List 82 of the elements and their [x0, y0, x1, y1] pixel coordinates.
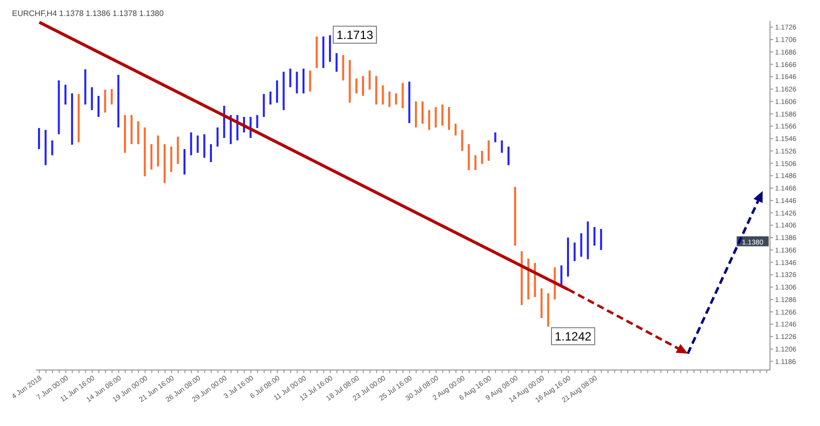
bar [600, 228, 602, 250]
bar [574, 242, 576, 262]
bar [117, 74, 120, 128]
bar [183, 149, 186, 174]
bar [309, 70, 312, 92]
bar [170, 146, 172, 172]
bar [216, 127, 219, 147]
bar [58, 80, 60, 134]
bar [527, 258, 530, 300]
bar [78, 94, 80, 142]
bar [342, 55, 344, 80]
bar [481, 150, 484, 164]
bar [547, 293, 550, 327]
bar [256, 115, 258, 128]
bar [500, 140, 503, 153]
bar [375, 76, 378, 105]
bar [282, 72, 285, 110]
bar [84, 69, 86, 105]
bar [382, 85, 384, 105]
bar [507, 146, 510, 166]
bar [157, 135, 160, 166]
bar [567, 238, 570, 277]
bar [580, 233, 582, 257]
bar [289, 68, 292, 88]
bar [51, 140, 54, 156]
bar [269, 92, 272, 105]
bar [414, 101, 417, 128]
bar [468, 144, 470, 170]
bar [540, 288, 543, 318]
chart-title: EURCHF,H4 1.1378 1.1386 1.1378 1.1380 [11, 8, 165, 19]
bar [302, 68, 305, 94]
bar [474, 155, 476, 170]
bar [90, 87, 93, 110]
bar [316, 36, 318, 68]
bar [454, 124, 457, 136]
bar [64, 84, 66, 105]
bar [520, 251, 523, 306]
bar [164, 144, 166, 184]
bar [368, 70, 371, 90]
bar [422, 101, 424, 124]
bar [348, 60, 351, 103]
bar [130, 115, 133, 144]
bar [210, 144, 212, 162]
bar [203, 134, 206, 158]
bar [428, 110, 430, 130]
bar [71, 93, 74, 145]
bar [388, 92, 390, 108]
bar [104, 90, 106, 113]
bar [593, 227, 596, 246]
bar [38, 128, 40, 150]
bar [586, 221, 589, 260]
bar [276, 80, 278, 103]
bar [150, 144, 152, 170]
bar [362, 76, 364, 96]
bar [98, 96, 100, 117]
bar [44, 130, 47, 166]
bar [514, 186, 516, 246]
bar [336, 53, 338, 72]
bar [144, 127, 146, 176]
bar [441, 104, 444, 126]
bar [395, 93, 398, 105]
bar [124, 115, 126, 153]
bar [461, 130, 464, 151]
bar [137, 121, 140, 144]
bar [322, 36, 324, 68]
annotation: 1.1242 [554, 330, 592, 344]
bar [262, 94, 265, 117]
bar [190, 132, 192, 156]
bar [110, 89, 113, 105]
bar [448, 107, 450, 130]
annotation: 1.1713 [336, 28, 374, 42]
bar [494, 132, 496, 142]
bar [196, 135, 199, 153]
bar [408, 82, 410, 124]
bar [488, 140, 490, 161]
bar [296, 72, 298, 94]
bar [434, 107, 437, 128]
bar [560, 265, 562, 286]
bar [355, 78, 358, 94]
bar [176, 136, 179, 164]
bar [402, 82, 404, 108]
bar [328, 35, 331, 62]
